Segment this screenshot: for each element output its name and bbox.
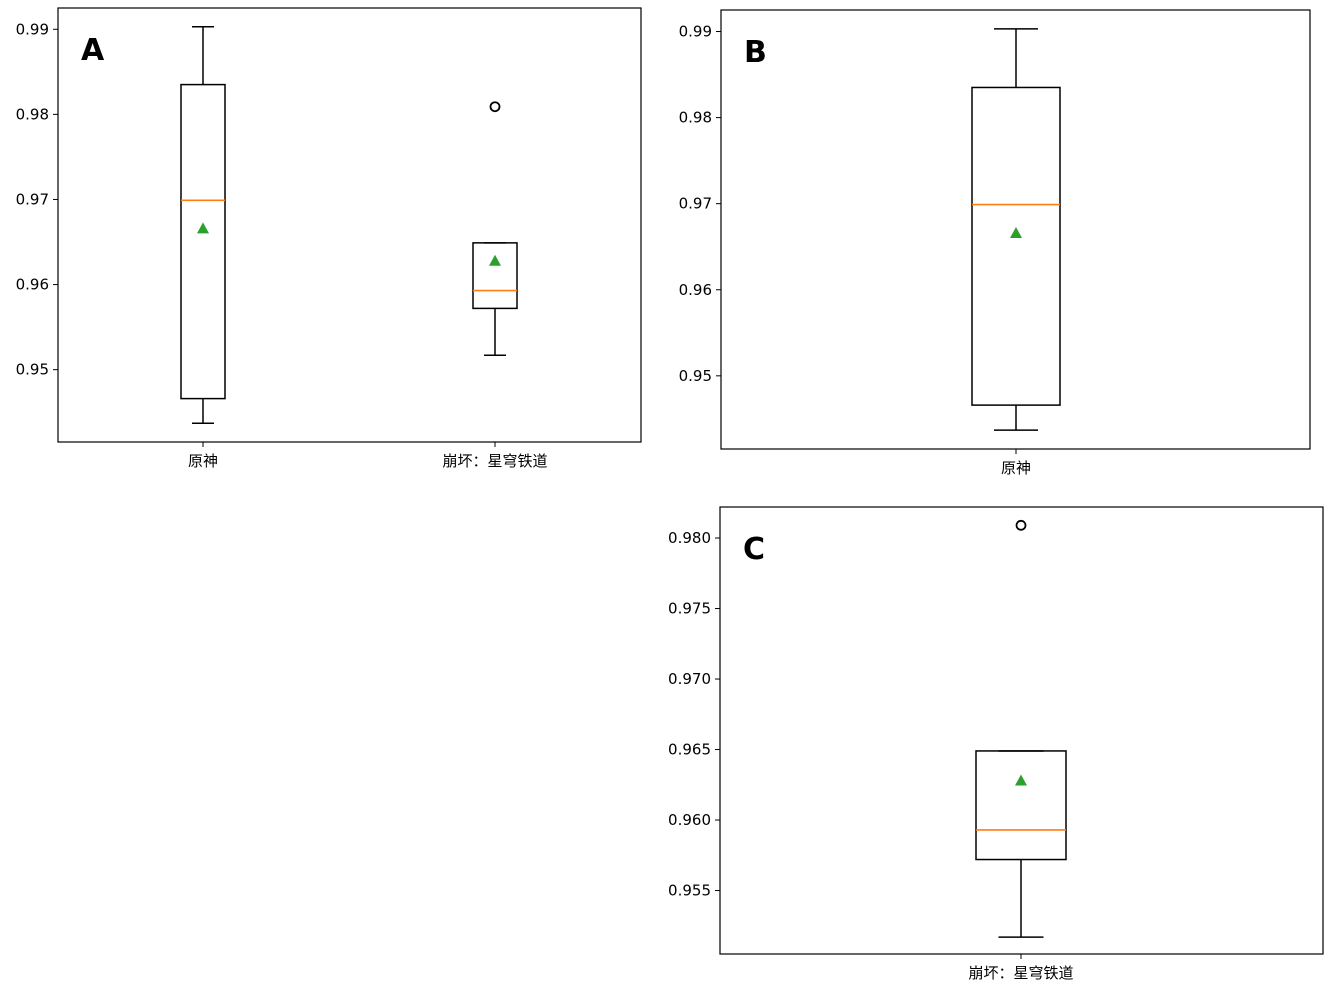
panel-c: 0.955 0.960 0.965 0.970 0.975 0.980 崩坏：星穹铁道 C: [668, 506, 1324, 982]
x-tick-label: 原神: [188, 452, 218, 470]
y-tick-label: 0.99: [16, 20, 49, 38]
x-tick-label: 原神: [1001, 459, 1031, 477]
mean-marker: [1010, 226, 1022, 238]
y-tick-label: 0.98: [679, 109, 712, 127]
plot-frame: [57, 7, 642, 443]
y-tick-label: 0.97: [16, 190, 49, 208]
y-tick-label: 0.960: [668, 811, 711, 829]
panel-b: 0.95 0.96 0.97 0.98 0.99 原神 B: [679, 9, 1311, 477]
y-tick-label: 0.96: [16, 276, 49, 294]
x-tick-label: 崩坏：星穹铁道: [968, 964, 1073, 982]
panel-a: 0.95 0.96 0.97 0.98 0.99 原神 崩坏：星穹铁道 A: [16, 7, 642, 470]
panel-letter: B: [744, 35, 767, 70]
panel-letter: C: [743, 532, 765, 567]
box-iqr: [971, 86, 1061, 406]
mean-marker: [197, 222, 209, 234]
y-tick-label: 0.965: [668, 741, 711, 759]
panel-letter: A: [81, 33, 105, 68]
mean-marker: [489, 254, 501, 266]
mean-marker: [1015, 774, 1027, 786]
box-iqr: [472, 242, 518, 310]
y-tick-label: 0.980: [668, 529, 711, 547]
y-tick-label: 0.970: [668, 670, 711, 688]
outlier-point: [1015, 519, 1027, 531]
y-tick-label: 0.975: [668, 600, 711, 618]
box-iqr: [975, 750, 1067, 861]
y-tick-label: 0.96: [679, 281, 712, 299]
y-tick-label: 0.97: [679, 195, 712, 213]
outlier-point: [489, 101, 501, 113]
y-tick-label: 0.955: [668, 882, 711, 900]
y-tick-label: 0.95: [16, 361, 49, 379]
y-tick-label: 0.99: [679, 23, 712, 41]
box-iqr: [180, 83, 226, 400]
x-tick-label: 崩坏：星穹铁道: [442, 452, 547, 470]
y-tick-label: 0.95: [679, 367, 712, 385]
y-tick-label: 0.98: [16, 105, 49, 123]
